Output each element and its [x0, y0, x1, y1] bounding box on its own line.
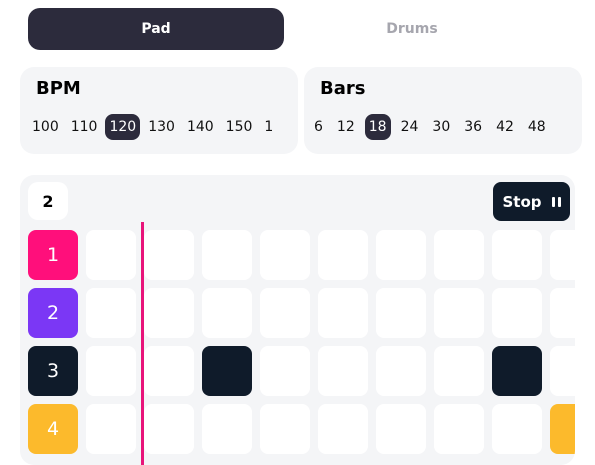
- step-cell[interactable]: [434, 404, 484, 454]
- mode-tabs: Pad Drums: [28, 8, 540, 50]
- step-cell[interactable]: [260, 404, 310, 454]
- bpm-card: BPM 100 110 120 130 140 150 1: [20, 67, 298, 154]
- bpm-option[interactable]: 130: [148, 119, 175, 135]
- step-cell[interactable]: [318, 230, 368, 280]
- step-cell[interactable]: [550, 230, 575, 280]
- step-cell[interactable]: [144, 346, 194, 396]
- playhead: [141, 222, 144, 465]
- step-cell[interactable]: [260, 346, 310, 396]
- bpm-title: BPM: [36, 78, 81, 99]
- bars-title: Bars: [320, 78, 366, 99]
- tab-pad[interactable]: Pad: [28, 8, 284, 50]
- step-cell[interactable]: [550, 404, 575, 454]
- step-cell[interactable]: [434, 230, 484, 280]
- bpm-option[interactable]: 110: [70, 119, 98, 135]
- step-cell[interactable]: [202, 346, 252, 396]
- track-4-button[interactable]: 4: [28, 404, 78, 454]
- step-cell[interactable]: [202, 404, 252, 454]
- step-cell[interactable]: [492, 230, 542, 280]
- step-cell[interactable]: [144, 288, 194, 338]
- sequencer-panel: 2 Stop 1 2 3 4: [20, 175, 575, 465]
- step-cell[interactable]: [492, 288, 542, 338]
- bpm-option[interactable]: 120: [105, 114, 141, 140]
- step-cell[interactable]: [86, 404, 136, 454]
- step-cell[interactable]: [260, 230, 310, 280]
- step-cell[interactable]: [260, 288, 310, 338]
- bars-option[interactable]: 6: [314, 119, 323, 135]
- step-cell[interactable]: [202, 288, 252, 338]
- bars-option[interactable]: 12: [336, 119, 355, 135]
- step-cell[interactable]: [144, 230, 194, 280]
- step-cell[interactable]: [318, 346, 368, 396]
- bars-option[interactable]: 18: [364, 114, 391, 140]
- track-2-button[interactable]: 2: [28, 288, 78, 338]
- step-cell[interactable]: [86, 346, 136, 396]
- bars-options: 6 12 18 24 30 36 42 48: [310, 114, 556, 140]
- step-cell[interactable]: [376, 288, 426, 338]
- step-cell[interactable]: [550, 346, 575, 396]
- step-cell[interactable]: [86, 288, 136, 338]
- track-1-button[interactable]: 1: [28, 230, 78, 280]
- bars-option[interactable]: 24: [400, 119, 419, 135]
- bpm-option[interactable]: 1: [264, 119, 274, 135]
- step-cell[interactable]: [376, 230, 426, 280]
- step-cell[interactable]: [434, 288, 484, 338]
- bpm-options: 100 110 120 130 140 150 1: [28, 114, 281, 140]
- step-cell[interactable]: [86, 230, 136, 280]
- step-cell[interactable]: [318, 288, 368, 338]
- pause-icon: [551, 196, 561, 207]
- track-3-button[interactable]: 3: [28, 346, 78, 396]
- step-cell[interactable]: [144, 404, 194, 454]
- step-cell[interactable]: [376, 346, 426, 396]
- stop-label: Stop: [502, 192, 542, 211]
- bars-option[interactable]: 48: [527, 119, 546, 135]
- bars-option[interactable]: 42: [496, 119, 514, 135]
- step-cell[interactable]: [318, 404, 368, 454]
- stop-button[interactable]: Stop: [493, 182, 570, 221]
- bar-counter: 2: [28, 182, 68, 220]
- bpm-option[interactable]: 100: [32, 119, 59, 135]
- step-cell[interactable]: [202, 230, 252, 280]
- step-cell[interactable]: [376, 404, 426, 454]
- tab-drums[interactable]: Drums: [386, 21, 438, 37]
- step-cell[interactable]: [492, 404, 542, 454]
- step-cell[interactable]: [492, 346, 542, 396]
- bars-option[interactable]: 36: [464, 119, 483, 135]
- step-cell[interactable]: [550, 288, 575, 338]
- bpm-option[interactable]: 150: [225, 119, 253, 135]
- bars-card: Bars 6 12 18 24 30 36 42 48: [304, 67, 582, 154]
- bars-option[interactable]: 30: [432, 119, 451, 135]
- bpm-option[interactable]: 140: [186, 119, 214, 135]
- step-cell[interactable]: [434, 346, 484, 396]
